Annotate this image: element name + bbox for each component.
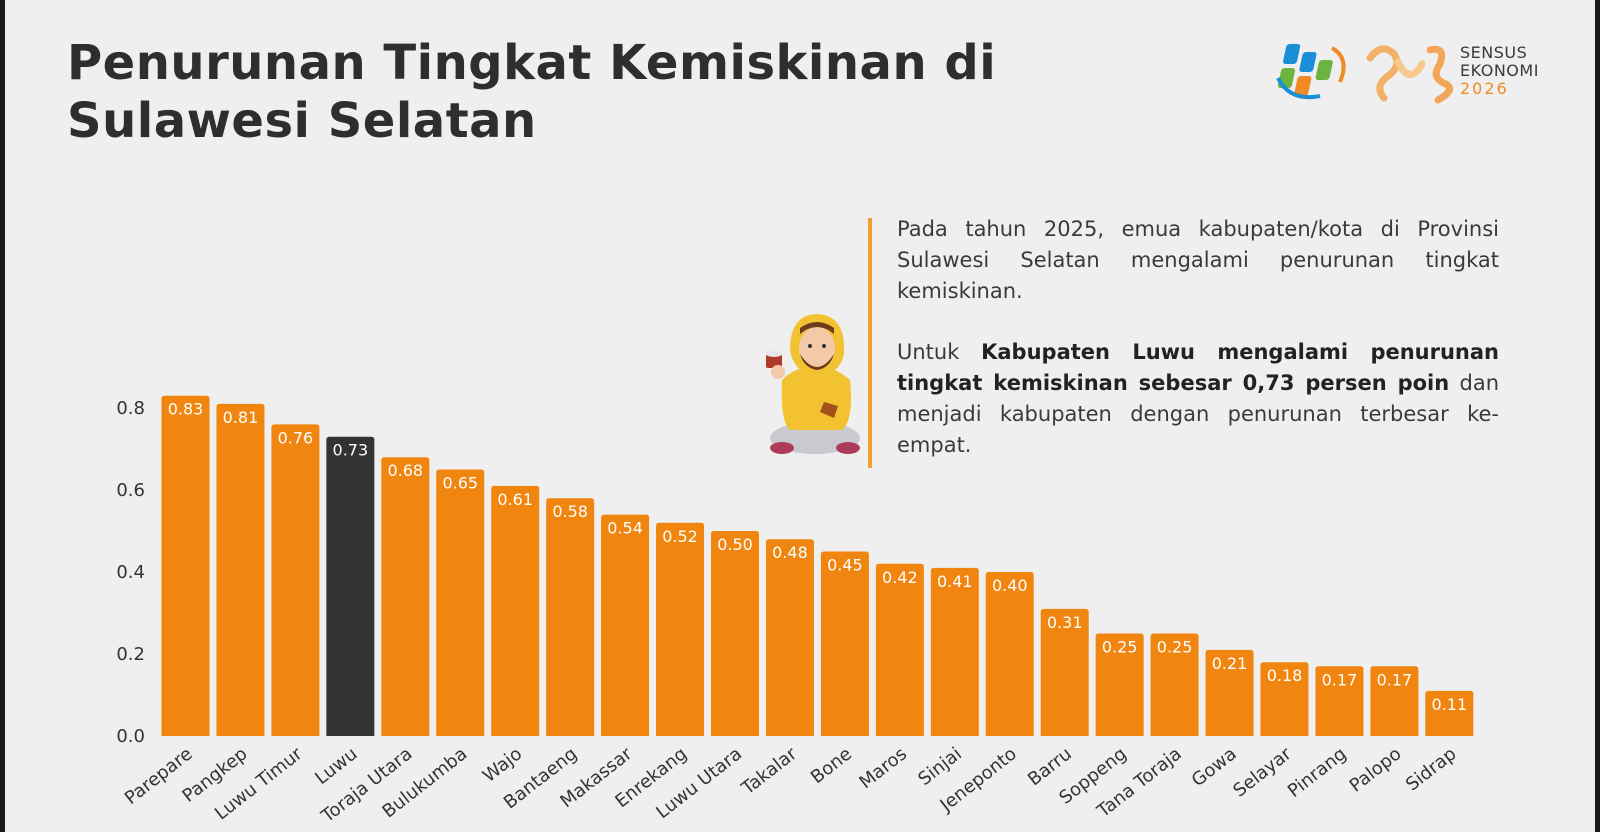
bar (765, 539, 814, 736)
y-tick-label: 0.0 (116, 726, 145, 747)
bar-value-label: 0.31 (1047, 613, 1083, 632)
bar-chart: 0.0 0.2 0.4 0.6 0.8 0.83 0.81 0.76 0.73 0.68 0.65… (116, 395, 1474, 828)
bps-logo-icon (1276, 44, 1346, 100)
logo-line-sensus: SENSUS (1460, 43, 1528, 62)
bar (491, 485, 540, 736)
category-label: Maros (855, 743, 910, 793)
bar-value-label: 0.48 (772, 543, 808, 562)
bar-value-label: 0.11 (1432, 695, 1468, 714)
sensus-ekonomi-mark-icon (1366, 45, 1454, 104)
bar (711, 531, 759, 736)
category-label: Palopo (1346, 743, 1406, 796)
category-label: Bone (807, 743, 856, 788)
category-label: Wajo (479, 743, 526, 786)
category-label: Selayar (1229, 743, 1296, 802)
bar (601, 514, 650, 736)
person-illustration (766, 314, 860, 454)
bar-value-label: 0.81 (223, 408, 259, 427)
bar (1425, 690, 1474, 736)
bar (381, 457, 430, 736)
bar-value-label: 0.42 (882, 568, 918, 587)
bar (820, 551, 869, 736)
bar-highlighted (326, 436, 375, 736)
bars (161, 395, 1474, 736)
bar-value-label: 0.61 (497, 490, 533, 509)
bar-value-label: 0.76 (278, 428, 314, 447)
bar (271, 424, 320, 736)
highlight-statement: Kabupaten Luwu mengalami penurunan tingk… (897, 340, 1499, 395)
category-label: Sidrap (1402, 743, 1460, 795)
logo-line-ekonomi: EKONOMI (1460, 61, 1539, 80)
logo-wordmark: SENSUS EKONOMI 2026 (1460, 44, 1539, 98)
y-tick-label: 0.4 (116, 562, 145, 583)
bar-value-label: 0.18 (1267, 666, 1303, 685)
bar-value-label: 0.25 (1157, 638, 1193, 657)
bar-value-label: 0.17 (1322, 670, 1358, 689)
bar-value-label: 0.68 (387, 461, 423, 480)
bar-value-label: 0.17 (1377, 670, 1413, 689)
bar (161, 395, 210, 736)
bar (1370, 666, 1419, 736)
y-axis: 0.0 0.2 0.4 0.6 0.8 (116, 398, 145, 747)
y-tick-label: 0.2 (116, 644, 145, 665)
bar (216, 403, 265, 736)
bar (1040, 608, 1089, 736)
bar-value-label: 0.54 (607, 519, 643, 538)
bar-value-label: 0.83 (168, 400, 204, 419)
value-labels: 0.83 0.81 0.76 0.73 0.68 0.65 0.61 0.58 0.54 0.52… (168, 400, 1467, 714)
bar-value-label: 0.41 (937, 572, 973, 591)
page-title: Penurunan Tingkat Kemiskinan di Sulawesi… (67, 35, 997, 149)
description-paragraph-1: Pada tahun 2025, emua kabupaten/kota di … (897, 217, 1499, 303)
bar-value-label: 0.40 (992, 576, 1028, 595)
bar (656, 522, 705, 736)
bar (1315, 666, 1364, 736)
y-tick-label: 0.8 (116, 398, 145, 419)
description-paragraph-2: Untuk Kabupaten Luwu mengalami penurunan… (897, 340, 1500, 457)
bar (1095, 633, 1144, 736)
bar-value-label: 0.52 (662, 527, 698, 546)
bps-sensus-ekonomi-logo (1276, 44, 1454, 104)
bar-value-label: 0.21 (1212, 654, 1248, 673)
category-label: Pinrang (1284, 743, 1351, 801)
y-tick-label: 0.6 (116, 480, 145, 501)
bar-value-label: 0.58 (552, 502, 588, 521)
bar-value-label: 0.45 (827, 556, 863, 575)
bar (1205, 649, 1254, 736)
description-text: Pada tahun 2025, emua kabupaten/kota di … (897, 214, 1499, 491)
bar (436, 469, 485, 736)
bar (546, 498, 595, 736)
infographic-page: Penurunan Tingkat Kemiskinan di Sulawesi… (5, 0, 1595, 832)
bar (1260, 662, 1309, 736)
bar-value-label: 0.65 (442, 474, 478, 493)
bar (930, 567, 979, 736)
accent-divider (868, 218, 872, 468)
bar (1150, 633, 1199, 736)
logo-year: 2026 (1460, 79, 1509, 98)
bar-value-label: 0.73 (333, 441, 369, 460)
bar-value-label: 0.25 (1102, 638, 1138, 657)
bar (985, 572, 1034, 736)
bar (875, 563, 924, 736)
bar-value-label: 0.50 (717, 535, 753, 554)
category-label: Takalar (737, 743, 801, 800)
